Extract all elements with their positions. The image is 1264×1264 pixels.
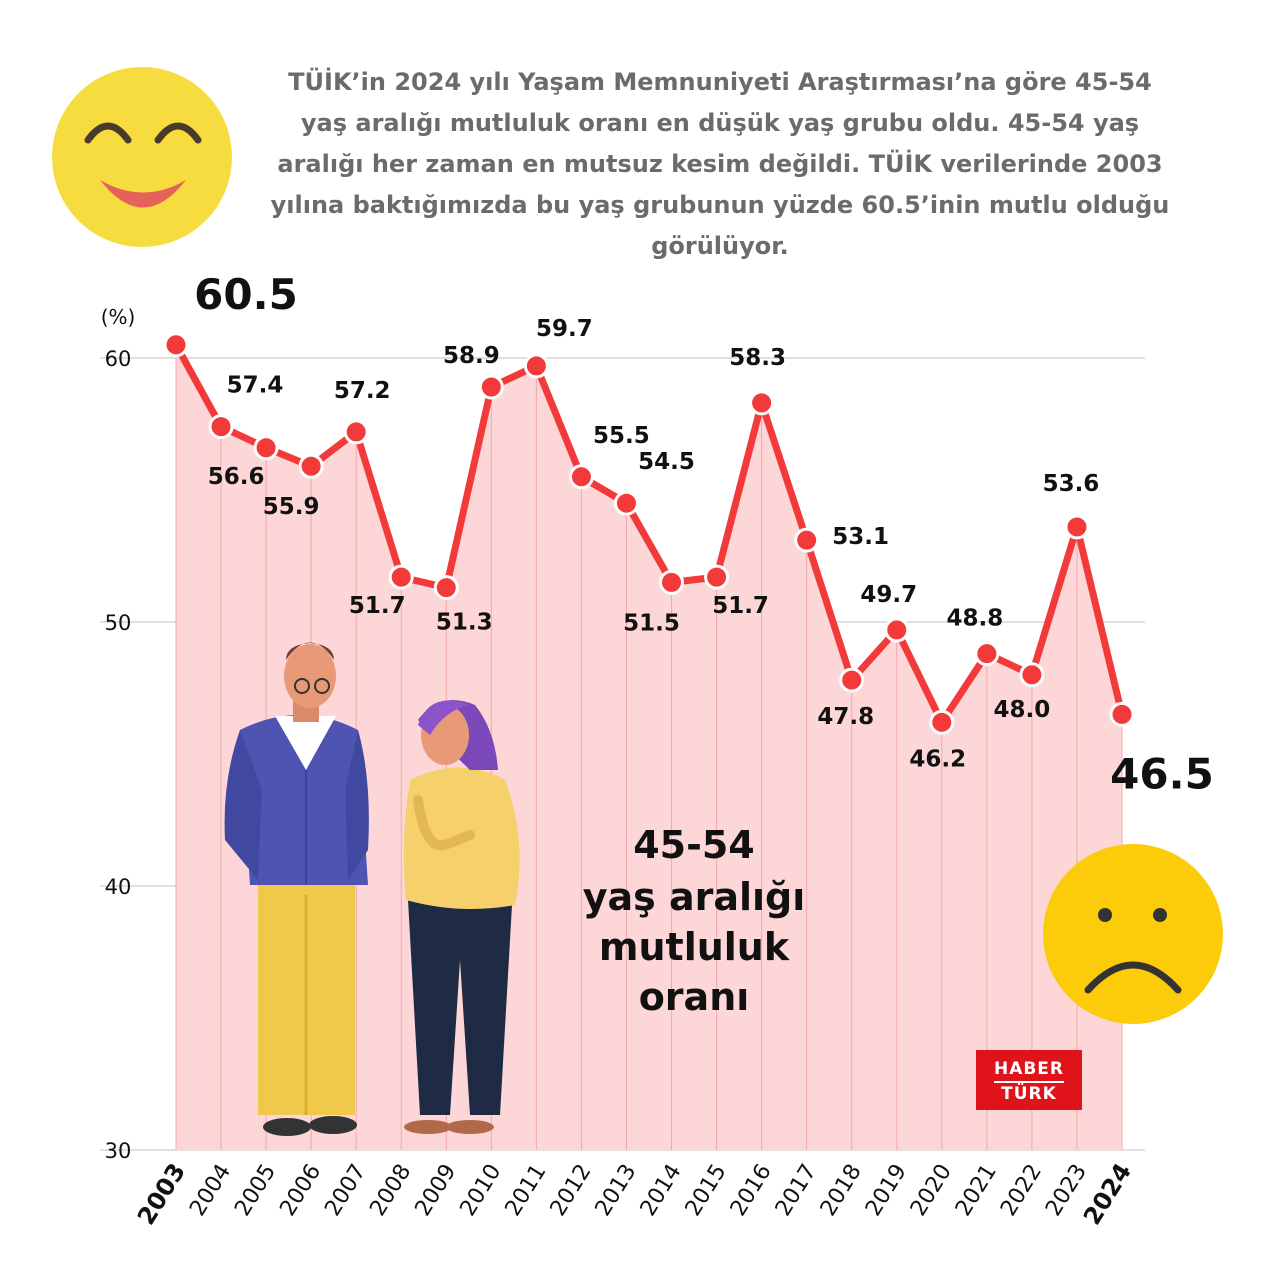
x-tick-label: 2009 [410, 1160, 461, 1221]
data-label: 53.1 [832, 524, 889, 550]
chart-title-line-4: oranı [639, 975, 750, 1019]
x-tick-label: 2005 [230, 1160, 281, 1221]
data-label: 58.3 [729, 345, 786, 371]
woman-illustration [403, 700, 520, 1134]
x-tick-label: 2008 [365, 1160, 416, 1221]
data-label: 59.7 [536, 316, 593, 342]
happy-face-icon [52, 67, 232, 247]
y-tick-label: 40 [105, 875, 132, 899]
data-label: 48.8 [946, 606, 1003, 632]
x-tick-label: 2022 [996, 1160, 1047, 1221]
y-axis: 60 50 40 30 [105, 347, 132, 1163]
data-label: 57.4 [227, 373, 284, 399]
data-label: 46.2 [909, 746, 966, 772]
x-tick-label: 2014 [636, 1160, 687, 1221]
sad-face-icon [1043, 844, 1223, 1024]
x-tick-label: 2012 [546, 1160, 597, 1221]
data-point [253, 435, 279, 461]
data-label: 56.6 [208, 464, 265, 490]
data-label: 47.8 [817, 704, 874, 730]
data-point [1019, 662, 1045, 688]
data-label: 51.7 [349, 593, 406, 619]
x-tick-label: 2016 [726, 1160, 777, 1221]
data-point [839, 667, 865, 693]
highlight-data-label: 60.5 [194, 270, 298, 319]
data-label: 53.6 [1043, 471, 1100, 497]
x-tick-label: 2013 [591, 1160, 642, 1221]
logo-line-2: TÜRK [1001, 1084, 1057, 1104]
chart-title-line-1: 45-54 [633, 823, 755, 867]
data-label: 49.7 [860, 582, 917, 608]
x-tick-label: 2011 [501, 1160, 552, 1221]
data-point [659, 569, 685, 595]
data-label: 54.5 [638, 449, 695, 475]
data-point [704, 564, 730, 590]
x-tick-label: 2020 [906, 1160, 957, 1221]
data-point [298, 453, 324, 479]
data-point [208, 414, 234, 440]
vertical-guides [175, 344, 1123, 1150]
data-label: 57.2 [334, 378, 391, 404]
y-tick-label: 30 [105, 1139, 132, 1163]
data-label: 48.0 [994, 697, 1051, 723]
data-point [163, 332, 189, 358]
x-tick-label: 2015 [681, 1160, 732, 1221]
series-points [163, 332, 1135, 735]
x-tick-label: 2003 [132, 1158, 191, 1229]
x-tick-label: 2004 [185, 1160, 236, 1221]
data-point [1109, 701, 1135, 727]
y-tick-label: 50 [105, 611, 132, 635]
data-point [1064, 514, 1090, 540]
x-tick-label: 2018 [816, 1160, 867, 1221]
data-point [794, 527, 820, 553]
x-tick-label: 2006 [275, 1160, 326, 1221]
chart-title-line-3: mutluluk [599, 925, 790, 969]
data-label: 51.5 [623, 610, 680, 636]
data-point [433, 575, 459, 601]
x-tick-label: 2024 [1078, 1158, 1137, 1229]
y-tick-label: 60 [105, 347, 132, 371]
data-label: 51.7 [712, 593, 769, 619]
x-axis: 2003200420052006200720082009201020112012… [132, 1158, 1137, 1229]
chart-title-line-2: yaş aralığı [583, 875, 806, 919]
x-tick-label: 2017 [771, 1160, 822, 1221]
data-label: 51.3 [436, 610, 493, 636]
x-tick-label: 2019 [861, 1160, 912, 1221]
x-tick-label: 2007 [320, 1160, 371, 1221]
x-tick-label: 2021 [951, 1160, 1002, 1221]
data-point [749, 390, 775, 416]
data-point [929, 709, 955, 735]
man-illustration [224, 642, 369, 1136]
data-labels: 60.5 57.4 56.6 55.9 57.2 51.7 51.3 58.9 59.7 55.5… [194, 270, 1214, 799]
haberturk-logo: HABER TÜRK [976, 1050, 1082, 1110]
data-label: 55.9 [263, 494, 320, 520]
y-unit-label: (%) [101, 305, 136, 329]
data-label: 55.5 [593, 423, 650, 449]
series-line [172, 343, 1126, 726]
logo-line-1: HABER [993, 1059, 1065, 1079]
data-point [478, 374, 504, 400]
highlight-data-label: 46.5 [1110, 749, 1214, 798]
x-tick-label: 2010 [456, 1160, 507, 1221]
data-point [568, 464, 594, 490]
intro-text: TÜİK’in 2024 yılı Yaşam Memnuniyeti Araş… [270, 68, 1170, 260]
data-point [388, 564, 414, 590]
data-point [884, 617, 910, 643]
chart-title: 45-54 yaş aralığı mutluluk oranı [583, 823, 806, 1019]
data-label: 58.9 [443, 343, 500, 369]
data-point [613, 490, 639, 516]
data-point [343, 419, 369, 445]
data-point [523, 353, 549, 379]
data-point [974, 641, 1000, 667]
